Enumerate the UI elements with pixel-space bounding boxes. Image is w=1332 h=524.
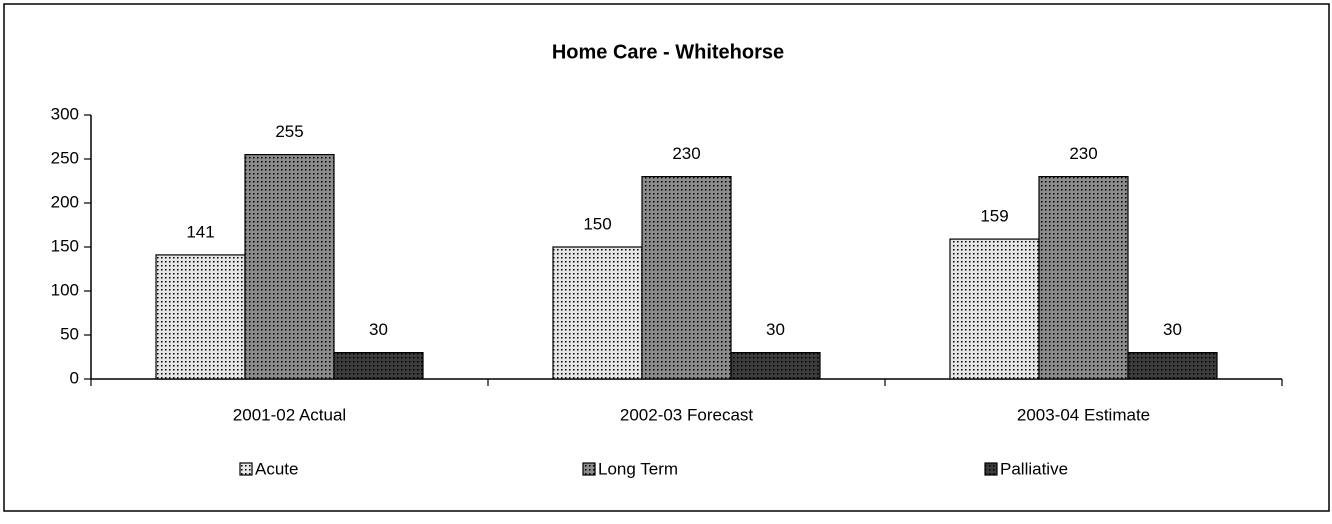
legend-swatch xyxy=(582,462,596,476)
value-label: 230 xyxy=(672,144,700,163)
y-tick-label: 300 xyxy=(51,104,79,123)
legend-label: Acute xyxy=(255,459,298,478)
bar xyxy=(730,352,821,380)
value-label: 30 xyxy=(1163,320,1182,339)
x-tick-label: 2003-04 Estimate xyxy=(1017,405,1150,424)
value-label: 255 xyxy=(275,122,303,141)
bar xyxy=(1127,352,1218,380)
value-label: 159 xyxy=(980,207,1008,226)
legend-label: Long Term xyxy=(598,459,678,478)
value-label: 150 xyxy=(583,214,611,233)
bar xyxy=(641,176,732,380)
y-tick-label: 200 xyxy=(51,192,79,211)
bar xyxy=(333,352,424,380)
value-label: 230 xyxy=(1069,144,1097,163)
y-tick-label: 100 xyxy=(51,280,79,299)
y-tick-label: 0 xyxy=(70,368,79,387)
bar xyxy=(1038,176,1129,380)
value-label: 141 xyxy=(186,222,214,241)
x-tick-label: 2001-02 Actual xyxy=(233,405,346,424)
legend-swatch xyxy=(984,462,998,476)
chart-title: Home Care - Whitehorse xyxy=(552,41,784,63)
frame xyxy=(3,3,1330,512)
y-tick-label: 150 xyxy=(51,236,79,255)
value-label: 30 xyxy=(766,320,785,339)
bar xyxy=(244,154,335,380)
bar xyxy=(155,254,246,380)
value-label: 30 xyxy=(369,320,388,339)
bar xyxy=(949,238,1040,380)
legend-swatch xyxy=(239,462,253,476)
legend-label: Palliative xyxy=(1000,459,1068,478)
y-tick-label: 250 xyxy=(51,148,79,167)
bar xyxy=(552,246,643,380)
y-tick-label: 50 xyxy=(60,324,79,343)
x-tick-label: 2002-03 Forecast xyxy=(620,405,754,424)
